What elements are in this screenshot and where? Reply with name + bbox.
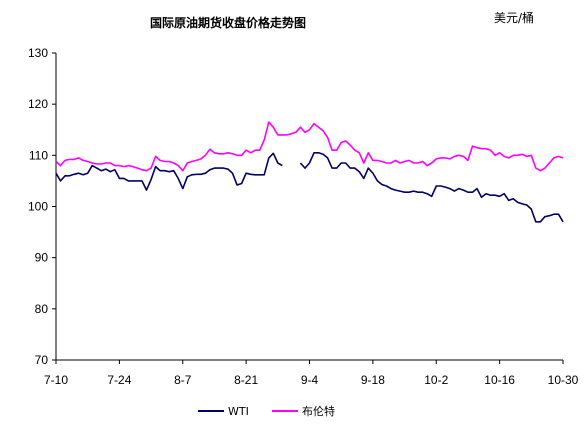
x-tick-label: 10-2 (424, 373, 448, 387)
x-tick-label: 7-24 (107, 373, 131, 387)
series-line-wti (299, 152, 564, 223)
y-tick-label: 110 (29, 148, 48, 162)
unit-label: 美元/桶 (494, 11, 535, 25)
series-line-brent (55, 121, 564, 172)
chart-legend: WTI 布伦特 (198, 404, 335, 418)
x-tick-label: 9-18 (361, 373, 385, 387)
legend-label: WTI (228, 405, 249, 418)
x-tick-label: 8-7 (174, 373, 192, 387)
x-tick-label: 8-21 (234, 373, 258, 387)
y-tick-label: 80 (35, 302, 49, 316)
y-tick-label: 90 (35, 251, 49, 265)
x-tick-label: 9-4 (301, 373, 319, 387)
legend-label: 布伦特 (302, 404, 335, 418)
x-tick-label: 10-30 (548, 373, 579, 387)
y-tick-label: 70 (35, 353, 49, 367)
chart-title: 国际原油期货收盘价格走势图 (150, 16, 307, 30)
chart-axes: 70 80 90 100 110 120 130 7-10 7-24 8-7 8-21 9-4 9-18… (28, 46, 579, 387)
y-tick-label: 100 (28, 200, 48, 214)
x-tick-label: 10-16 (484, 373, 515, 387)
series-layer (55, 121, 564, 223)
series-line-wti (55, 152, 283, 191)
y-tick-label: 120 (28, 97, 48, 111)
x-tick-label: 7-10 (44, 373, 68, 387)
y-tick-label: 130 (28, 46, 48, 60)
